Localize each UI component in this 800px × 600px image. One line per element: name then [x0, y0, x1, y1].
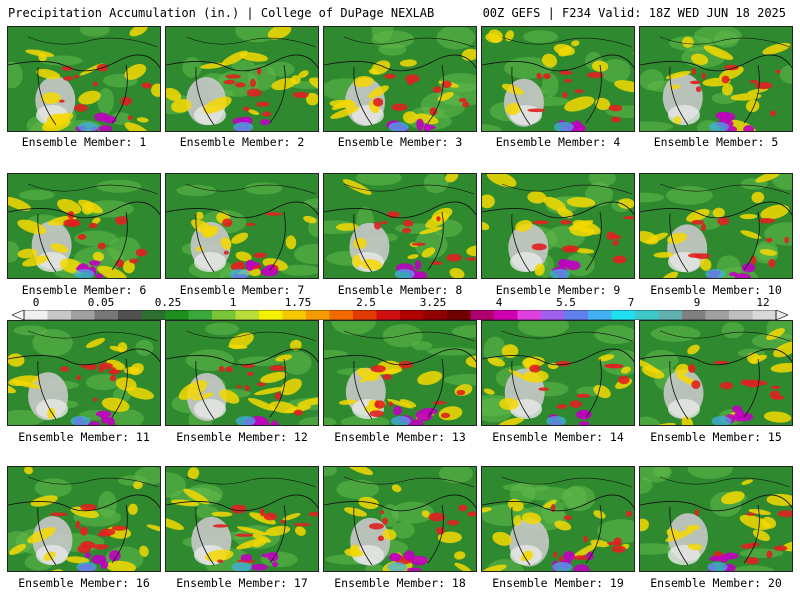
- ensemble-member-map: [481, 173, 635, 279]
- colorbar-tick-label: 1: [229, 296, 237, 309]
- colorbar-tick-label: 4: [495, 296, 503, 309]
- ensemble-member-caption: Ensemble Member: 4: [495, 135, 621, 149]
- colorbar-min-arrow: [12, 310, 25, 320]
- colorbar-swatch: [705, 310, 730, 320]
- ensemble-member-caption: Ensemble Member: 14: [492, 430, 624, 444]
- colorbar-tick-label: 12: [756, 296, 770, 309]
- ensemble-member-caption: Ensemble Member: 16: [18, 576, 150, 590]
- colorbar-swatch: [306, 310, 330, 320]
- precipitation-colorbar: [12, 310, 788, 320]
- colorbar-swatch: [188, 310, 213, 320]
- ensemble-member-caption: Ensemble Member: 13: [334, 430, 466, 444]
- colorbar-swatch: [71, 310, 95, 320]
- ensemble-member-caption: Ensemble Member: 9: [495, 283, 621, 297]
- colorbar-swatch: [118, 310, 142, 320]
- ensemble-member-caption: Ensemble Member: 11: [18, 430, 150, 444]
- ensemble-member-map: [165, 26, 319, 132]
- colorbar-swatch: [682, 310, 706, 320]
- ensemble-member-caption: Ensemble Member: 2: [179, 135, 305, 149]
- ensemble-member-map: [639, 320, 793, 426]
- colorbar-swatch: [282, 310, 307, 320]
- colorbar-swatch: [564, 310, 589, 320]
- colorbar-swatch: [423, 310, 448, 320]
- ensemble-member-caption: Ensemble Member: 15: [650, 430, 782, 444]
- ensemble-member-map: [7, 466, 161, 572]
- ensemble-member-caption: Ensemble Member: 17: [176, 576, 308, 590]
- ensemble-member-caption: Ensemble Member: 6: [21, 283, 147, 297]
- colorbar-swatch: [729, 310, 753, 320]
- ensemble-member-caption: Ensemble Member: 5: [653, 135, 779, 149]
- ensemble-member-map: [7, 173, 161, 279]
- colorbar-swatch: [447, 310, 471, 320]
- valid-time-label: 00Z GEFS | F234 Valid: 18Z WED JUN 18 20…: [482, 6, 786, 20]
- colorbar-swatch: [635, 310, 659, 320]
- colorbar-swatch: [212, 310, 236, 320]
- ensemble-member-map: [165, 466, 319, 572]
- colorbar-swatch: [588, 310, 612, 320]
- colorbar-swatch: [376, 310, 401, 320]
- colorbar-swatch: [494, 310, 518, 320]
- colorbar-tick-label: 0: [32, 296, 40, 309]
- ensemble-member-map: [323, 466, 477, 572]
- colorbar-swatch: [611, 310, 636, 320]
- ensemble-member-map: [481, 320, 635, 426]
- colorbar-swatch: [329, 310, 354, 320]
- ensemble-member-map: [481, 466, 635, 572]
- colorbar-swatch: [259, 310, 283, 320]
- chart-title: Precipitation Accumulation (in.) | Colle…: [8, 6, 435, 20]
- ensemble-member-map: [165, 173, 319, 279]
- colorbar-swatch: [517, 310, 542, 320]
- ensemble-member-map: [7, 320, 161, 426]
- ensemble-member-map: [639, 173, 793, 279]
- colorbar-swatch: [353, 310, 377, 320]
- ensemble-member-caption: Ensemble Member: 12: [176, 430, 308, 444]
- colorbar-swatch: [400, 310, 424, 320]
- ensemble-member-caption: Ensemble Member: 10: [650, 283, 782, 297]
- colorbar-swatch: [141, 310, 166, 320]
- colorbar-tick-label: 0.25: [154, 296, 182, 309]
- ensemble-member-map: [323, 26, 477, 132]
- ensemble-member-caption: Ensemble Member: 20: [650, 576, 782, 590]
- ensemble-member-map: [639, 466, 793, 572]
- colorbar-swatch: [165, 310, 189, 320]
- colorbar-tick-label: 9: [693, 296, 701, 309]
- ensemble-member-map: [481, 26, 635, 132]
- colorbar-tick-label: 2.5: [356, 296, 376, 309]
- colorbar-swatch: [47, 310, 72, 320]
- colorbar-swatch: [94, 310, 119, 320]
- colorbar-tick-label: 5.5: [556, 296, 576, 309]
- ensemble-member-caption: Ensemble Member: 18: [334, 576, 466, 590]
- colorbar-tick-label: 0.05: [87, 296, 115, 309]
- colorbar-swatch: [24, 310, 48, 320]
- ensemble-member-map: [7, 26, 161, 132]
- ensemble-member-caption: Ensemble Member: 8: [337, 283, 463, 297]
- colorbar-swatch: [658, 310, 683, 320]
- colorbar-swatch: [752, 310, 777, 320]
- colorbar-tick-label: 7: [627, 296, 635, 309]
- ensemble-member-map: [165, 320, 319, 426]
- ensemble-member-map: [323, 320, 477, 426]
- colorbar-tick-label: 1.75: [284, 296, 312, 309]
- colorbar-swatch: [541, 310, 565, 320]
- ensemble-member-caption: Ensemble Member: 1: [21, 135, 147, 149]
- colorbar-swatch: [235, 310, 260, 320]
- ensemble-member-map: [323, 173, 477, 279]
- colorbar-tick-label: 3.25: [419, 296, 447, 309]
- ensemble-member-caption: Ensemble Member: 7: [179, 283, 305, 297]
- ensemble-member-map: [639, 26, 793, 132]
- ensemble-member-caption: Ensemble Member: 19: [492, 576, 624, 590]
- ensemble-member-caption: Ensemble Member: 3: [337, 135, 463, 149]
- colorbar-swatch: [470, 310, 495, 320]
- colorbar-max-arrow: [775, 310, 788, 320]
